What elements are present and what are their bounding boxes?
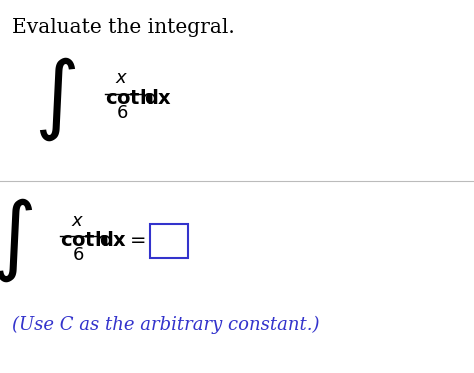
Text: $x$: $x$ <box>72 211 85 230</box>
Text: Evaluate the integral.: Evaluate the integral. <box>12 18 235 37</box>
Text: $6$: $6$ <box>116 104 128 122</box>
Text: $\mathbf{coth}$: $\mathbf{coth}$ <box>60 231 109 250</box>
Text: $\mathbf{coth}$: $\mathbf{coth}$ <box>105 90 154 108</box>
Text: (Use C as the arbitrary constant.): (Use C as the arbitrary constant.) <box>12 316 319 333</box>
Text: $6$: $6$ <box>72 245 84 264</box>
Text: $\mathbf{dx}$: $\mathbf{dx}$ <box>144 90 172 108</box>
Bar <box>150 223 188 258</box>
Text: $\mathbf{dx} =$: $\mathbf{dx} =$ <box>99 231 146 250</box>
Text: $\int$: $\int$ <box>0 197 33 284</box>
Text: $\int$: $\int$ <box>34 55 76 142</box>
Text: $x$: $x$ <box>115 69 128 87</box>
